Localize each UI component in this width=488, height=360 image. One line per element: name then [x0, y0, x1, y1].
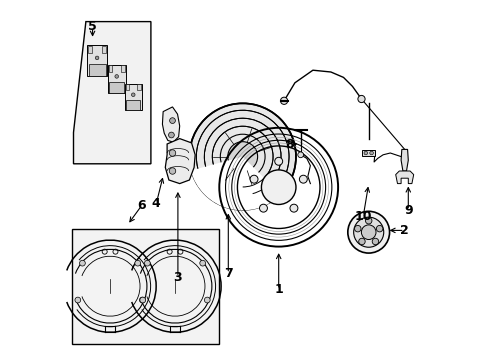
Bar	[108, 65, 112, 72]
Bar	[124, 84, 142, 110]
Bar	[88, 46, 92, 53]
Circle shape	[369, 151, 373, 155]
Circle shape	[354, 225, 360, 232]
Text: 6: 6	[137, 199, 146, 212]
Polygon shape	[400, 149, 407, 171]
Circle shape	[365, 217, 371, 224]
Circle shape	[358, 238, 365, 245]
Bar	[88, 64, 105, 76]
Text: 2: 2	[400, 224, 408, 237]
Bar	[72, 229, 219, 344]
Circle shape	[75, 297, 81, 303]
Circle shape	[376, 225, 382, 232]
Circle shape	[259, 204, 267, 212]
Circle shape	[80, 260, 85, 266]
Circle shape	[140, 297, 145, 303]
Circle shape	[169, 168, 175, 174]
Circle shape	[131, 93, 135, 96]
Text: 5: 5	[88, 21, 97, 33]
Circle shape	[363, 151, 367, 155]
Circle shape	[227, 142, 257, 171]
Polygon shape	[395, 171, 413, 184]
Circle shape	[347, 211, 389, 253]
Text: 7: 7	[224, 267, 232, 280]
Circle shape	[249, 175, 258, 183]
Circle shape	[200, 260, 205, 266]
Bar	[102, 46, 106, 53]
Circle shape	[115, 75, 118, 78]
Circle shape	[274, 157, 282, 165]
Text: 4: 4	[152, 197, 161, 210]
Circle shape	[169, 118, 175, 123]
Circle shape	[261, 170, 295, 204]
Circle shape	[299, 175, 306, 183]
Circle shape	[144, 260, 150, 266]
Polygon shape	[73, 22, 151, 164]
Text: 10: 10	[354, 210, 371, 222]
Circle shape	[95, 56, 99, 60]
Text: 3: 3	[173, 271, 182, 284]
Text: 1: 1	[274, 283, 283, 296]
Circle shape	[135, 260, 141, 266]
Text: 8: 8	[285, 138, 293, 150]
Text: 9: 9	[403, 204, 412, 217]
Bar	[362, 150, 374, 156]
Bar	[126, 100, 140, 110]
Polygon shape	[165, 139, 195, 184]
Circle shape	[139, 297, 145, 303]
Bar	[109, 82, 124, 93]
Bar	[107, 65, 125, 93]
Circle shape	[371, 238, 378, 245]
Bar	[121, 65, 124, 72]
Circle shape	[357, 95, 365, 103]
Polygon shape	[162, 107, 179, 142]
Circle shape	[361, 225, 375, 239]
Circle shape	[297, 152, 303, 158]
Bar	[87, 45, 107, 76]
Bar	[137, 84, 141, 90]
Circle shape	[289, 204, 297, 212]
Bar	[125, 84, 129, 90]
Circle shape	[168, 132, 174, 138]
Circle shape	[204, 297, 210, 303]
Circle shape	[280, 97, 287, 104]
Wedge shape	[190, 157, 280, 210]
Circle shape	[189, 103, 295, 210]
Circle shape	[353, 217, 383, 247]
Circle shape	[169, 150, 175, 156]
